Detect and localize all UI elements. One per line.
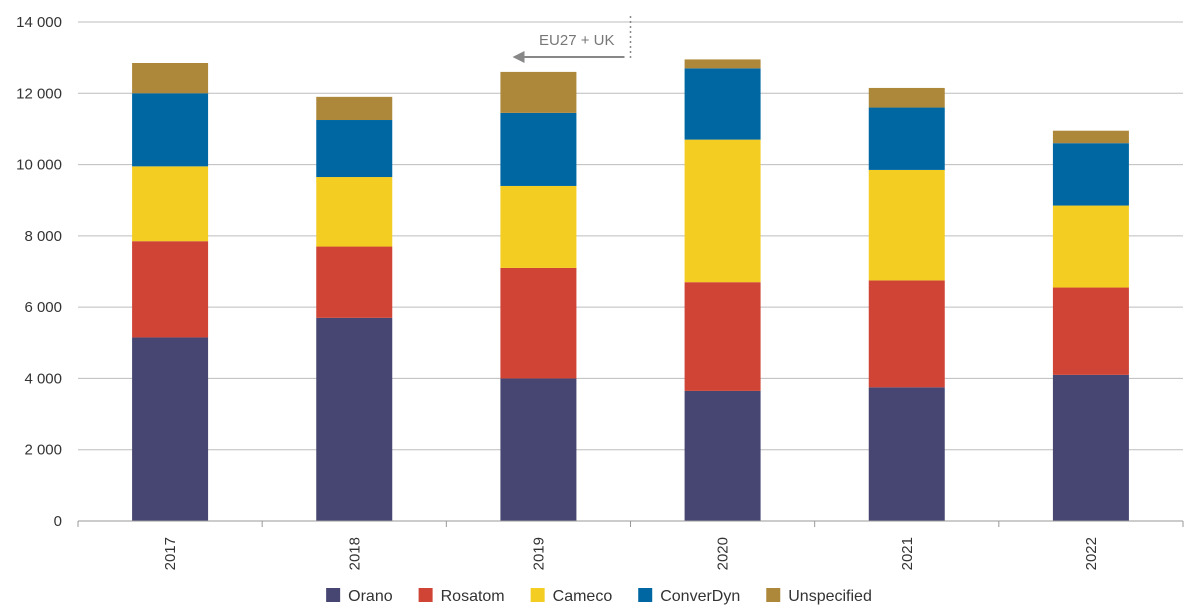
bar-segment-cameco-2020: [684, 139, 761, 283]
bar-segment-unspecified-2019: [500, 71, 577, 113]
bar-segment-unspecified-2021: [868, 87, 945, 108]
y-tick-label: 12 000: [16, 85, 62, 102]
legend-swatch-cameco: [530, 588, 545, 602]
legend-swatch-converdyn: [638, 588, 653, 602]
arrow-left-icon: [512, 51, 525, 63]
legend-label-rosatom: Rosatom: [441, 588, 505, 605]
bar-segment-rosatom-2017: [132, 241, 209, 338]
bar-segment-orano-2022: [1052, 374, 1129, 521]
annotation-label: EU27 + UK: [539, 32, 614, 49]
bar-segment-cameco-2021: [868, 169, 945, 281]
bar-segment-converdyn-2021: [868, 107, 945, 170]
y-tick-label: 14 000: [16, 14, 62, 31]
bar-segment-cameco-2022: [1052, 205, 1129, 288]
bar-segment-converdyn-2018: [316, 120, 393, 178]
bar-segment-orano-2021: [868, 387, 945, 521]
bar-segment-converdyn-2022: [1052, 143, 1129, 206]
y-tick-label: 0: [54, 513, 62, 530]
bar-segment-rosatom-2021: [868, 280, 945, 388]
bar-segment-orano-2020: [684, 390, 761, 521]
x-tick-label: 2020: [715, 537, 732, 570]
legend-label-converdyn: ConverDyn: [660, 588, 740, 605]
legend-swatch-orano: [326, 588, 341, 602]
bar-segment-unspecified-2018: [316, 96, 393, 121]
legend-swatch-unspecified: [766, 588, 781, 602]
bar-segment-rosatom-2020: [684, 282, 761, 391]
x-tick-label: 2019: [530, 537, 547, 570]
bar-segment-orano-2019: [500, 378, 577, 521]
y-tick-label: 6 000: [24, 299, 62, 316]
bar-segment-cameco-2017: [132, 166, 209, 242]
legend-label-orano: Orano: [348, 588, 393, 605]
bar-segment-rosatom-2019: [500, 267, 577, 379]
bar-segment-unspecified-2017: [132, 62, 209, 94]
bar-segment-converdyn-2017: [132, 93, 209, 167]
bar-segment-converdyn-2019: [500, 112, 577, 186]
bar-segment-unspecified-2020: [684, 59, 761, 69]
bar-segment-orano-2018: [316, 317, 393, 521]
y-tick-label: 10 000: [16, 157, 62, 174]
bar-segment-orano-2017: [132, 337, 209, 521]
x-tick-label: 2022: [1083, 537, 1100, 570]
legend-label-cameco: Cameco: [553, 588, 613, 605]
y-tick-label: 4 000: [24, 370, 62, 387]
bar-segment-cameco-2018: [316, 177, 393, 247]
x-tick-label: 2017: [162, 537, 179, 570]
x-tick-label: 2021: [899, 537, 916, 570]
x-tick-label: 2018: [346, 537, 363, 570]
bar-segment-unspecified-2022: [1052, 130, 1129, 144]
legend-swatch-rosatom: [418, 588, 433, 602]
y-tick-label: 2 000: [24, 442, 62, 459]
bar-segment-rosatom-2022: [1052, 287, 1129, 375]
bar-segment-rosatom-2018: [316, 246, 393, 318]
bar-segment-converdyn-2020: [684, 68, 761, 140]
y-tick-label: 8 000: [24, 228, 62, 245]
legend-label-unspecified: Unspecified: [788, 588, 872, 605]
bar-segment-cameco-2019: [500, 185, 577, 268]
